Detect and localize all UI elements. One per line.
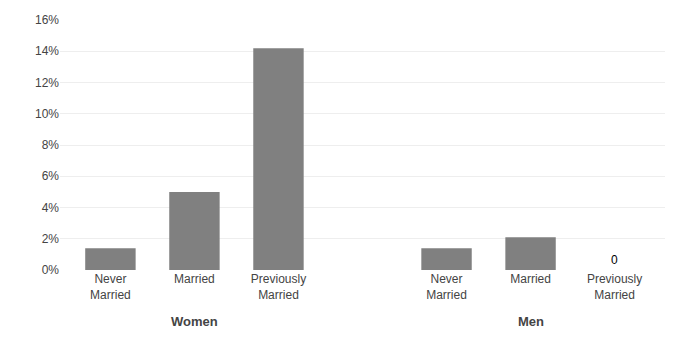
svg-text:8%: 8% (42, 138, 60, 152)
svg-text:Married: Married (174, 272, 215, 286)
svg-text:2%: 2% (42, 232, 60, 246)
svg-text:6%: 6% (42, 169, 60, 183)
svg-text:NeverMarried: NeverMarried (90, 272, 131, 302)
svg-text:PreviouslyMarried: PreviouslyMarried (251, 272, 306, 302)
svg-text:4%: 4% (42, 201, 60, 215)
svg-text:NeverMarried: NeverMarried (426, 272, 467, 302)
svg-text:0: 0 (611, 253, 618, 267)
svg-text:0%: 0% (42, 263, 60, 277)
svg-text:16%: 16% (35, 13, 59, 27)
svg-text:12%: 12% (35, 76, 59, 90)
svg-text:14%: 14% (35, 44, 59, 58)
svg-text:Married: Married (510, 272, 551, 286)
svg-text:Men: Men (518, 314, 544, 329)
svg-text:10%: 10% (35, 107, 59, 121)
svg-text:Women: Women (171, 314, 218, 329)
svg-text:PreviouslyMarried: PreviouslyMarried (587, 272, 642, 302)
